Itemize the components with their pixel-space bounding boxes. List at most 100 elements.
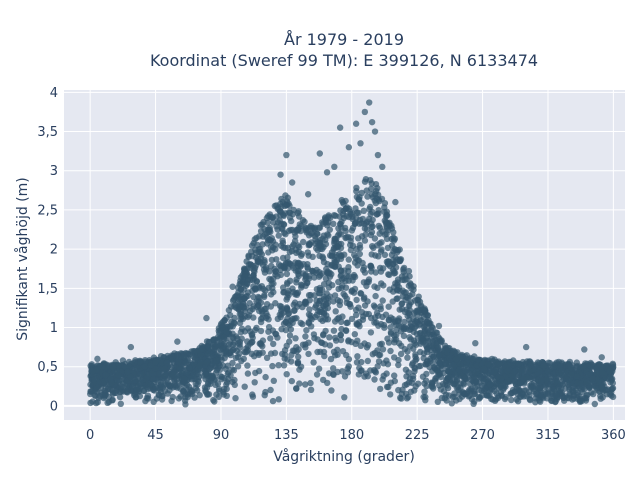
- data-point: [384, 244, 392, 252]
- data-point: [371, 283, 378, 290]
- data-point: [332, 308, 339, 315]
- outlier-point: [366, 99, 373, 106]
- data-point: [382, 220, 390, 227]
- x-tick-label: 45: [147, 428, 164, 443]
- data-point: [152, 359, 159, 366]
- data-point: [374, 347, 381, 354]
- data-point: [372, 252, 379, 259]
- data-point: [486, 381, 494, 388]
- data-point: [99, 378, 107, 386]
- data-point: [317, 297, 324, 305]
- data-point: [210, 396, 217, 404]
- data-point: [269, 362, 276, 370]
- data-point: [573, 359, 580, 366]
- outlier-point: [203, 314, 210, 322]
- data-point: [220, 391, 227, 398]
- data-point: [238, 325, 246, 332]
- data-point: [198, 346, 205, 353]
- data-point: [129, 383, 137, 390]
- data-point: [132, 377, 139, 384]
- data-point: [353, 311, 360, 319]
- data-point: [460, 379, 467, 387]
- data-point: [278, 195, 285, 203]
- data-point: [231, 376, 238, 384]
- data-point: [363, 282, 370, 290]
- data-point: [88, 361, 96, 368]
- data-point: [123, 388, 130, 396]
- data-point: [437, 386, 444, 393]
- data-point: [148, 370, 156, 377]
- data-point: [259, 308, 266, 315]
- data-point: [94, 399, 101, 406]
- data-point: [434, 398, 441, 405]
- data-point: [267, 386, 274, 394]
- data-point: [391, 377, 398, 385]
- data-point: [545, 389, 552, 396]
- data-point: [542, 383, 549, 390]
- data-point: [354, 337, 361, 344]
- data-point: [234, 363, 242, 370]
- data-point: [269, 247, 276, 254]
- data-point: [435, 360, 443, 367]
- data-point: [345, 273, 352, 280]
- data-point: [405, 267, 413, 275]
- data-point: [306, 241, 313, 248]
- data-point: [538, 393, 545, 401]
- data-point: [379, 297, 386, 304]
- data-point: [330, 327, 338, 334]
- data-point: [217, 321, 225, 329]
- data-point: [215, 393, 222, 400]
- data-point: [609, 393, 617, 401]
- data-point: [316, 308, 324, 316]
- data-point: [191, 356, 199, 363]
- data-point: [378, 340, 385, 347]
- data-point: [301, 218, 308, 225]
- data-point: [386, 271, 393, 279]
- data-point: [227, 312, 234, 319]
- data-point: [395, 317, 402, 324]
- data-point: [318, 270, 326, 277]
- data-point: [345, 256, 352, 263]
- data-point: [170, 371, 177, 379]
- data-point: [360, 313, 367, 320]
- data-point: [93, 366, 101, 374]
- data-point: [441, 395, 448, 402]
- data-point: [109, 363, 117, 370]
- data-point: [383, 357, 390, 364]
- data-point: [609, 360, 616, 367]
- data-point: [272, 268, 279, 275]
- data-point: [349, 213, 356, 220]
- data-point: [436, 351, 443, 358]
- data-point: [256, 245, 264, 253]
- data-point: [300, 238, 307, 246]
- data-point: [279, 239, 287, 247]
- data-point: [203, 384, 211, 391]
- data-point: [524, 364, 532, 371]
- data-point: [464, 355, 471, 363]
- data-point: [597, 361, 604, 369]
- data-point: [423, 318, 430, 325]
- outlier-point: [277, 171, 284, 178]
- data-point: [379, 346, 387, 353]
- data-point: [238, 335, 245, 342]
- data-point: [175, 358, 182, 366]
- data-point: [401, 276, 408, 284]
- data-point: [482, 385, 489, 393]
- data-point: [368, 268, 375, 275]
- data-point: [154, 379, 162, 386]
- data-point: [403, 395, 411, 402]
- data-point: [256, 340, 263, 347]
- data-point: [508, 389, 515, 397]
- x-tick-label: 135: [274, 428, 299, 443]
- data-point: [356, 323, 363, 330]
- data-point: [458, 393, 466, 400]
- data-point: [599, 369, 606, 376]
- data-point: [211, 346, 218, 353]
- data-point: [244, 370, 252, 377]
- data-points: [87, 99, 617, 408]
- data-point: [206, 338, 213, 346]
- data-point: [280, 362, 288, 369]
- data-point: [268, 262, 275, 270]
- data-point: [282, 210, 289, 217]
- data-point: [424, 357, 431, 364]
